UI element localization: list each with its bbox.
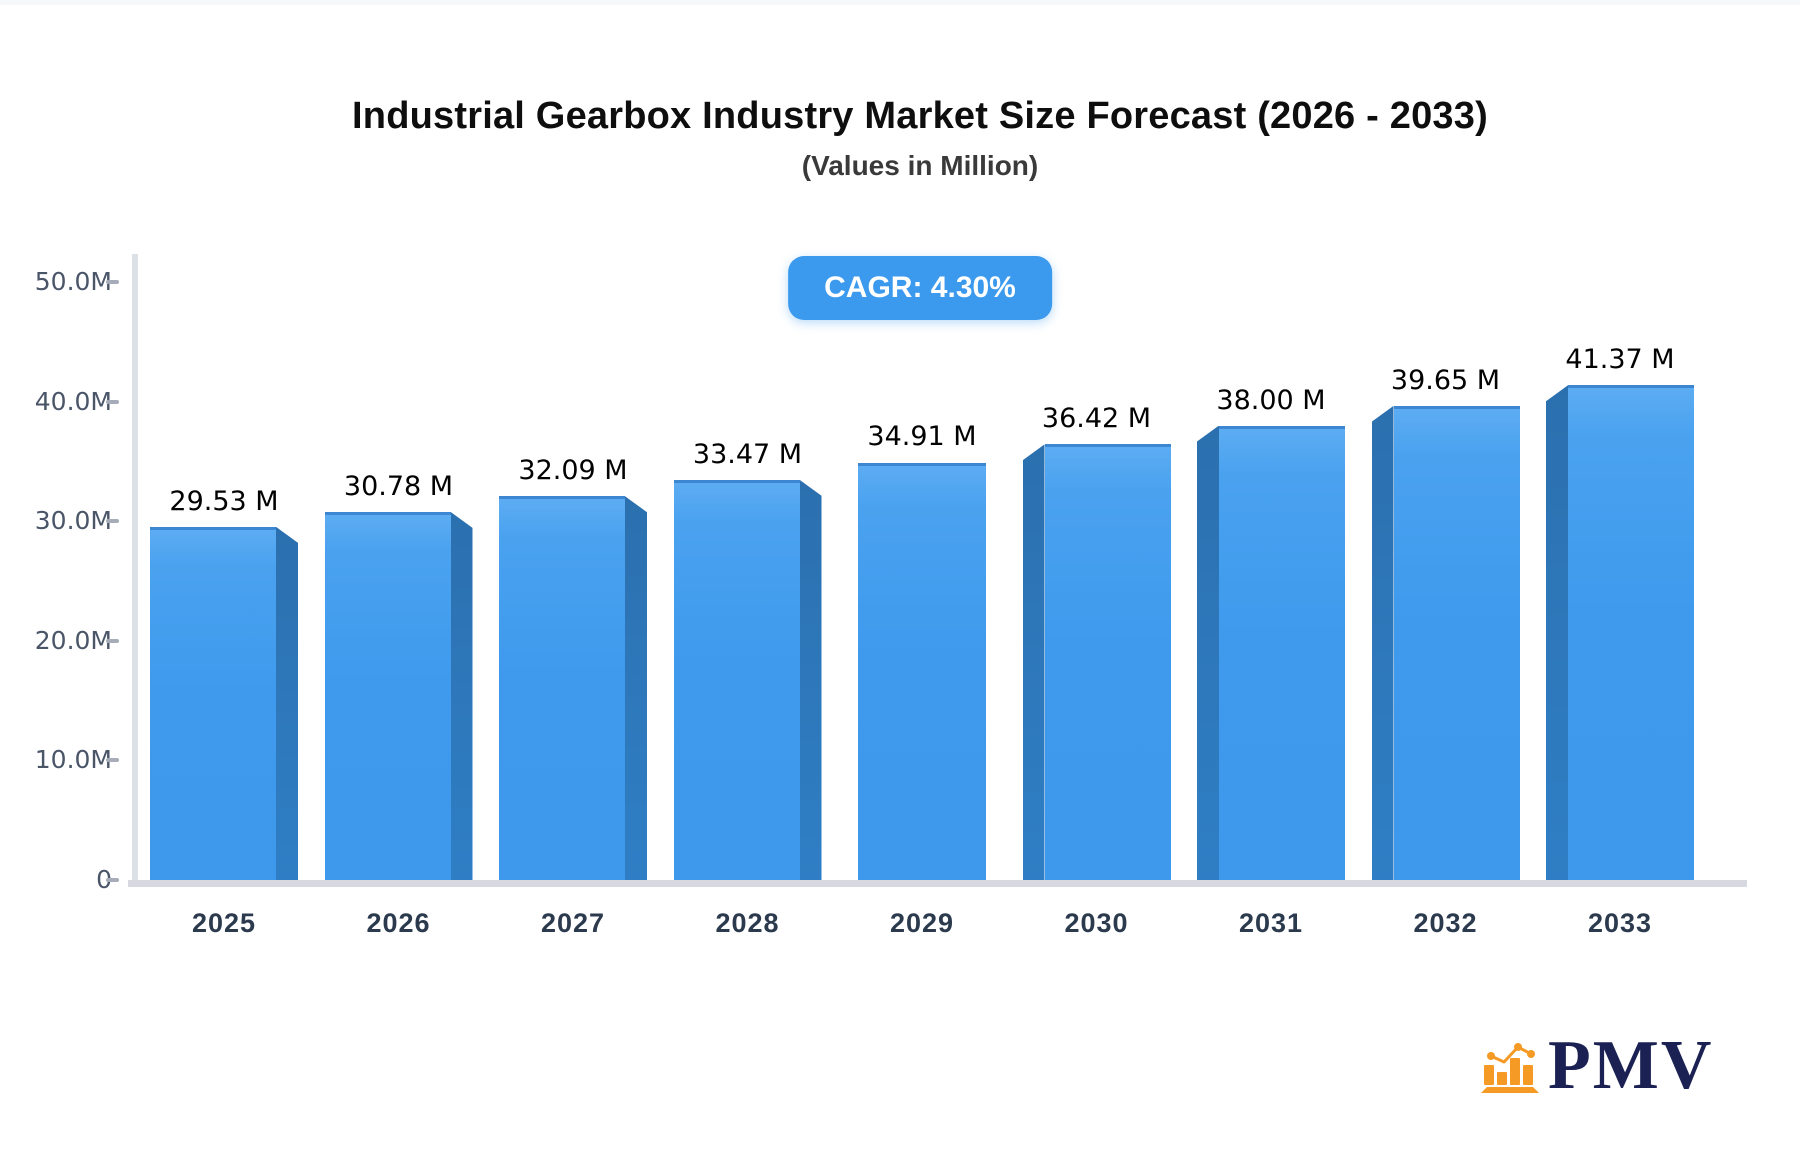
bar-2029 [848,462,996,880]
pmv-logo: PMV [1478,1027,1714,1104]
y-axis-tick [106,399,119,404]
bar-value-label: 29.53 M [169,485,279,517]
bar-2033 [1546,385,1694,880]
y-axis-line [132,254,138,880]
chart-title: Industrial Gearbox Industry Market Size … [352,95,1488,137]
bar-value-label: 36.42 M [1041,403,1152,435]
bar-side-shadow [1371,405,1394,880]
bar-2032 [1371,405,1520,880]
x-axis-label-2033: 2033 [1587,908,1653,938]
bar-value-label: 32.09 M [518,455,628,487]
bar-2026 [324,511,473,880]
bar-face [150,526,276,880]
x-axis-label-2028: 2028 [715,908,780,938]
bar-face [1044,444,1171,880]
bar-2031 [1197,425,1345,880]
y-axis-label: 30.0M [34,506,112,536]
bar-side-shadow [450,511,473,880]
bar-value-label: 34.91 M [867,421,977,453]
y-axis-label: 40.0M [34,386,112,416]
y-axis-label: 20.0M [34,625,112,655]
bar-side-shadow [799,479,822,880]
x-axis-label-2030: 2030 [1064,908,1129,938]
y-axis-label: 50.0M [34,267,112,296]
bar-2028 [673,479,822,880]
bar-side-shadow [1022,444,1045,880]
bar-face [858,462,986,880]
bar-face [1393,405,1520,880]
top-border-band [0,0,1800,5]
bar-side-shadow [1197,425,1219,880]
x-axis-baseline [128,880,1747,887]
bar-2030 [1022,444,1171,880]
bar-face [1568,385,1694,880]
bar-value-label: 30.78 M [343,470,454,502]
x-axis-label-2027: 2027 [540,908,606,938]
x-axis-label-2029: 2029 [889,908,955,938]
logo-text: PMV [1548,1027,1714,1104]
chart-subtitle: (Values in Million) [801,150,1039,181]
y-axis-label: 10.0M [34,745,112,775]
bar-value-label: 39.65 M [1390,364,1501,396]
y-axis-tick [106,519,119,524]
y-axis-tick [106,638,119,643]
bar-side-shadow [625,496,647,880]
y-axis-label: 0 [96,865,112,894]
bar-face [1219,425,1345,880]
y-axis-tick [106,878,119,882]
y-axis-tick [106,758,119,763]
bar-2025 [150,526,298,880]
x-axis-label-2025: 2025 [191,908,257,938]
bar-face [673,479,800,880]
x-axis-label-2026: 2026 [366,908,431,938]
bar-value-label: 41.37 M [1565,344,1675,376]
bar-face [324,511,451,880]
bar-value-label: 38.00 M [1216,384,1326,416]
bar-value-label: 33.47 M [692,438,803,470]
bar-side-shadow [276,526,298,880]
x-axis-label-2032: 2032 [1413,908,1478,938]
plot-area: 29.53 M 2025 30.78 M 2026 32.09 M 2027 33.47 M… [35,254,1747,938]
bar-side-shadow [1546,385,1568,880]
bar-2027 [499,496,647,880]
bar-chart-with-trend-icon [1481,1043,1539,1093]
cagr-badge: CAGR: 4.30% [788,256,1052,320]
bar-face [499,496,625,880]
y-axis-tick [106,280,119,284]
x-axis-label-2031: 2031 [1238,908,1304,938]
